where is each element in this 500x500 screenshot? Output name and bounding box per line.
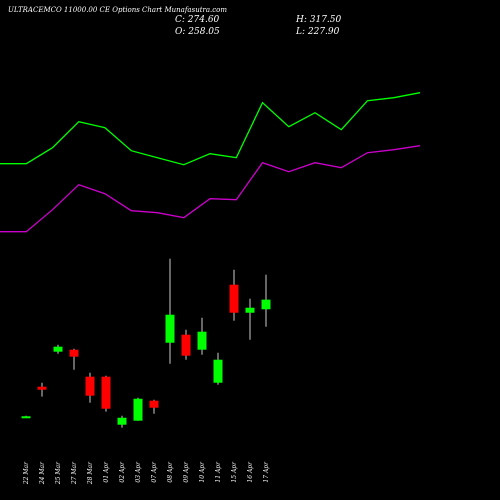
candle-body xyxy=(117,417,127,425)
x-tick-label: 17 Apr xyxy=(263,461,270,483)
candle-body xyxy=(133,398,143,421)
x-tick-label: 24 Mar xyxy=(39,461,46,485)
candle-body xyxy=(181,334,191,356)
ohlc-stat: O: 258.05 xyxy=(175,27,220,37)
x-tick-label: 01 Apr xyxy=(103,461,110,483)
x-tick-label: 10 Apr xyxy=(199,461,206,483)
x-tick-label: 22 Mar xyxy=(23,461,30,485)
ohlc-stat: L: 227.90 xyxy=(295,27,340,37)
indicator-line xyxy=(0,92,421,166)
x-tick-label: 11 Apr xyxy=(215,461,222,483)
candle-body xyxy=(213,359,223,383)
x-tick-label: 28 Mar xyxy=(87,461,94,485)
x-tick-label: 02 Apr xyxy=(119,461,126,483)
ohlc-stat: H: 317.50 xyxy=(295,15,342,25)
candle-body xyxy=(85,376,95,396)
x-tick-label: 03 Apr xyxy=(135,461,142,483)
candle-body xyxy=(101,376,111,409)
x-tick-label: 16 Apr xyxy=(247,461,254,483)
candle-body xyxy=(149,400,159,408)
candle-body xyxy=(245,307,255,313)
candle-body xyxy=(165,314,175,343)
x-tick-label: 09 Apr xyxy=(183,461,190,483)
x-tick-label: 27 Mar xyxy=(71,461,78,485)
chart-title: ULTRACEMCO 11000.00 CE Options Chart Mun… xyxy=(8,6,227,14)
indicator-line xyxy=(0,145,421,233)
x-tick-label: 25 Mar xyxy=(55,461,62,485)
x-tick-label: 07 Apr xyxy=(151,461,158,483)
candle-body xyxy=(37,386,47,390)
candle-body xyxy=(261,299,271,310)
x-tick-label: 08 Apr xyxy=(167,461,174,483)
ohlc-stat: C: 274.60 xyxy=(175,15,220,25)
candle-body xyxy=(69,349,79,357)
candle-body xyxy=(197,331,207,350)
candle-body xyxy=(229,284,239,313)
candle-body xyxy=(53,346,63,352)
candle-body xyxy=(21,416,31,419)
x-tick-label: 15 Apr xyxy=(231,461,238,483)
